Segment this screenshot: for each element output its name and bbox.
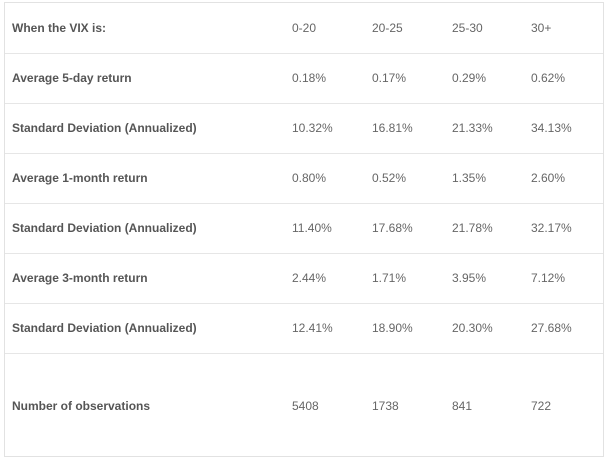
data-table: When the VIX is: 0-20 20-25 25-30 30+ Av… [5, 3, 603, 459]
cell-value: 27.68% [531, 321, 572, 335]
table-row: Standard Deviation (Annualized) 12.41% 1… [5, 303, 603, 353]
table-row: Average 5-day return 0.18% 0.17% 0.29% 0… [5, 53, 603, 103]
cell-value: 32.17% [531, 221, 572, 235]
cell-value: 21.78% [452, 221, 493, 235]
cell-value: 5408 [292, 399, 319, 414]
table-row: Number of observations 5408 1738 841 722 [5, 353, 603, 459]
header-col-20-25: 20-25 [372, 20, 403, 35]
cell-value: 0.17% [372, 71, 407, 85]
row-label: Standard Deviation (Annualized) [12, 121, 197, 135]
cell-value: 0.62% [531, 71, 566, 85]
cell-value: 12.41% [292, 321, 333, 335]
cell-value: 11.40% [292, 221, 332, 235]
cell-value: 0.52% [372, 171, 407, 185]
table-row: Average 3-month return 2.44% 1.71% 3.95%… [5, 253, 603, 303]
cell-value: 2.60% [531, 171, 566, 185]
vix-returns-table: When the VIX is: 0-20 20-25 25-30 30+ Av… [4, 2, 604, 457]
table-row: Average 1-month return 0.80% 0.52% 1.35%… [5, 153, 603, 203]
header-col-30-plus: 30+ [531, 20, 552, 35]
cell-value: 0.80% [292, 171, 327, 185]
cell-value: 841 [452, 399, 473, 414]
row-label: Average 5-day return [12, 71, 132, 85]
cell-value: 3.95% [452, 271, 487, 285]
cell-value: 17.68% [372, 221, 413, 235]
header-col-0-20: 0-20 [292, 20, 317, 35]
row-label: Average 3-month return [12, 271, 148, 285]
cell-value: 0.29% [452, 71, 487, 85]
header-col-25-30: 25-30 [452, 20, 483, 35]
cell-value: 10.32% [292, 121, 333, 135]
header-label: When the VIX is: [12, 20, 107, 35]
cell-value: 2.44% [292, 271, 327, 285]
cell-value: 0.18% [292, 71, 327, 85]
row-label: Standard Deviation (Annualized) [12, 321, 197, 335]
cell-value: 16.81% [372, 121, 413, 135]
row-label: Average 1-month return [12, 171, 148, 185]
cell-value: 34.13% [531, 121, 572, 135]
cell-value: 7.12% [531, 271, 566, 285]
header-row: When the VIX is: 0-20 20-25 25-30 30+ [5, 3, 603, 53]
cell-value: 1.35% [452, 171, 487, 185]
row-label: Number of observations [12, 399, 151, 414]
table-row: Standard Deviation (Annualized) 10.32% 1… [5, 103, 603, 153]
cell-value: 722 [531, 399, 552, 414]
cell-value: 20.30% [452, 321, 493, 335]
table-row: Standard Deviation (Annualized) 11.40% 1… [5, 203, 603, 253]
cell-value: 1.71% [372, 271, 407, 285]
cell-value: 1738 [372, 399, 399, 414]
row-label: Standard Deviation (Annualized) [12, 221, 197, 235]
cell-value: 18.90% [372, 321, 413, 335]
cell-value: 21.33% [452, 121, 493, 135]
